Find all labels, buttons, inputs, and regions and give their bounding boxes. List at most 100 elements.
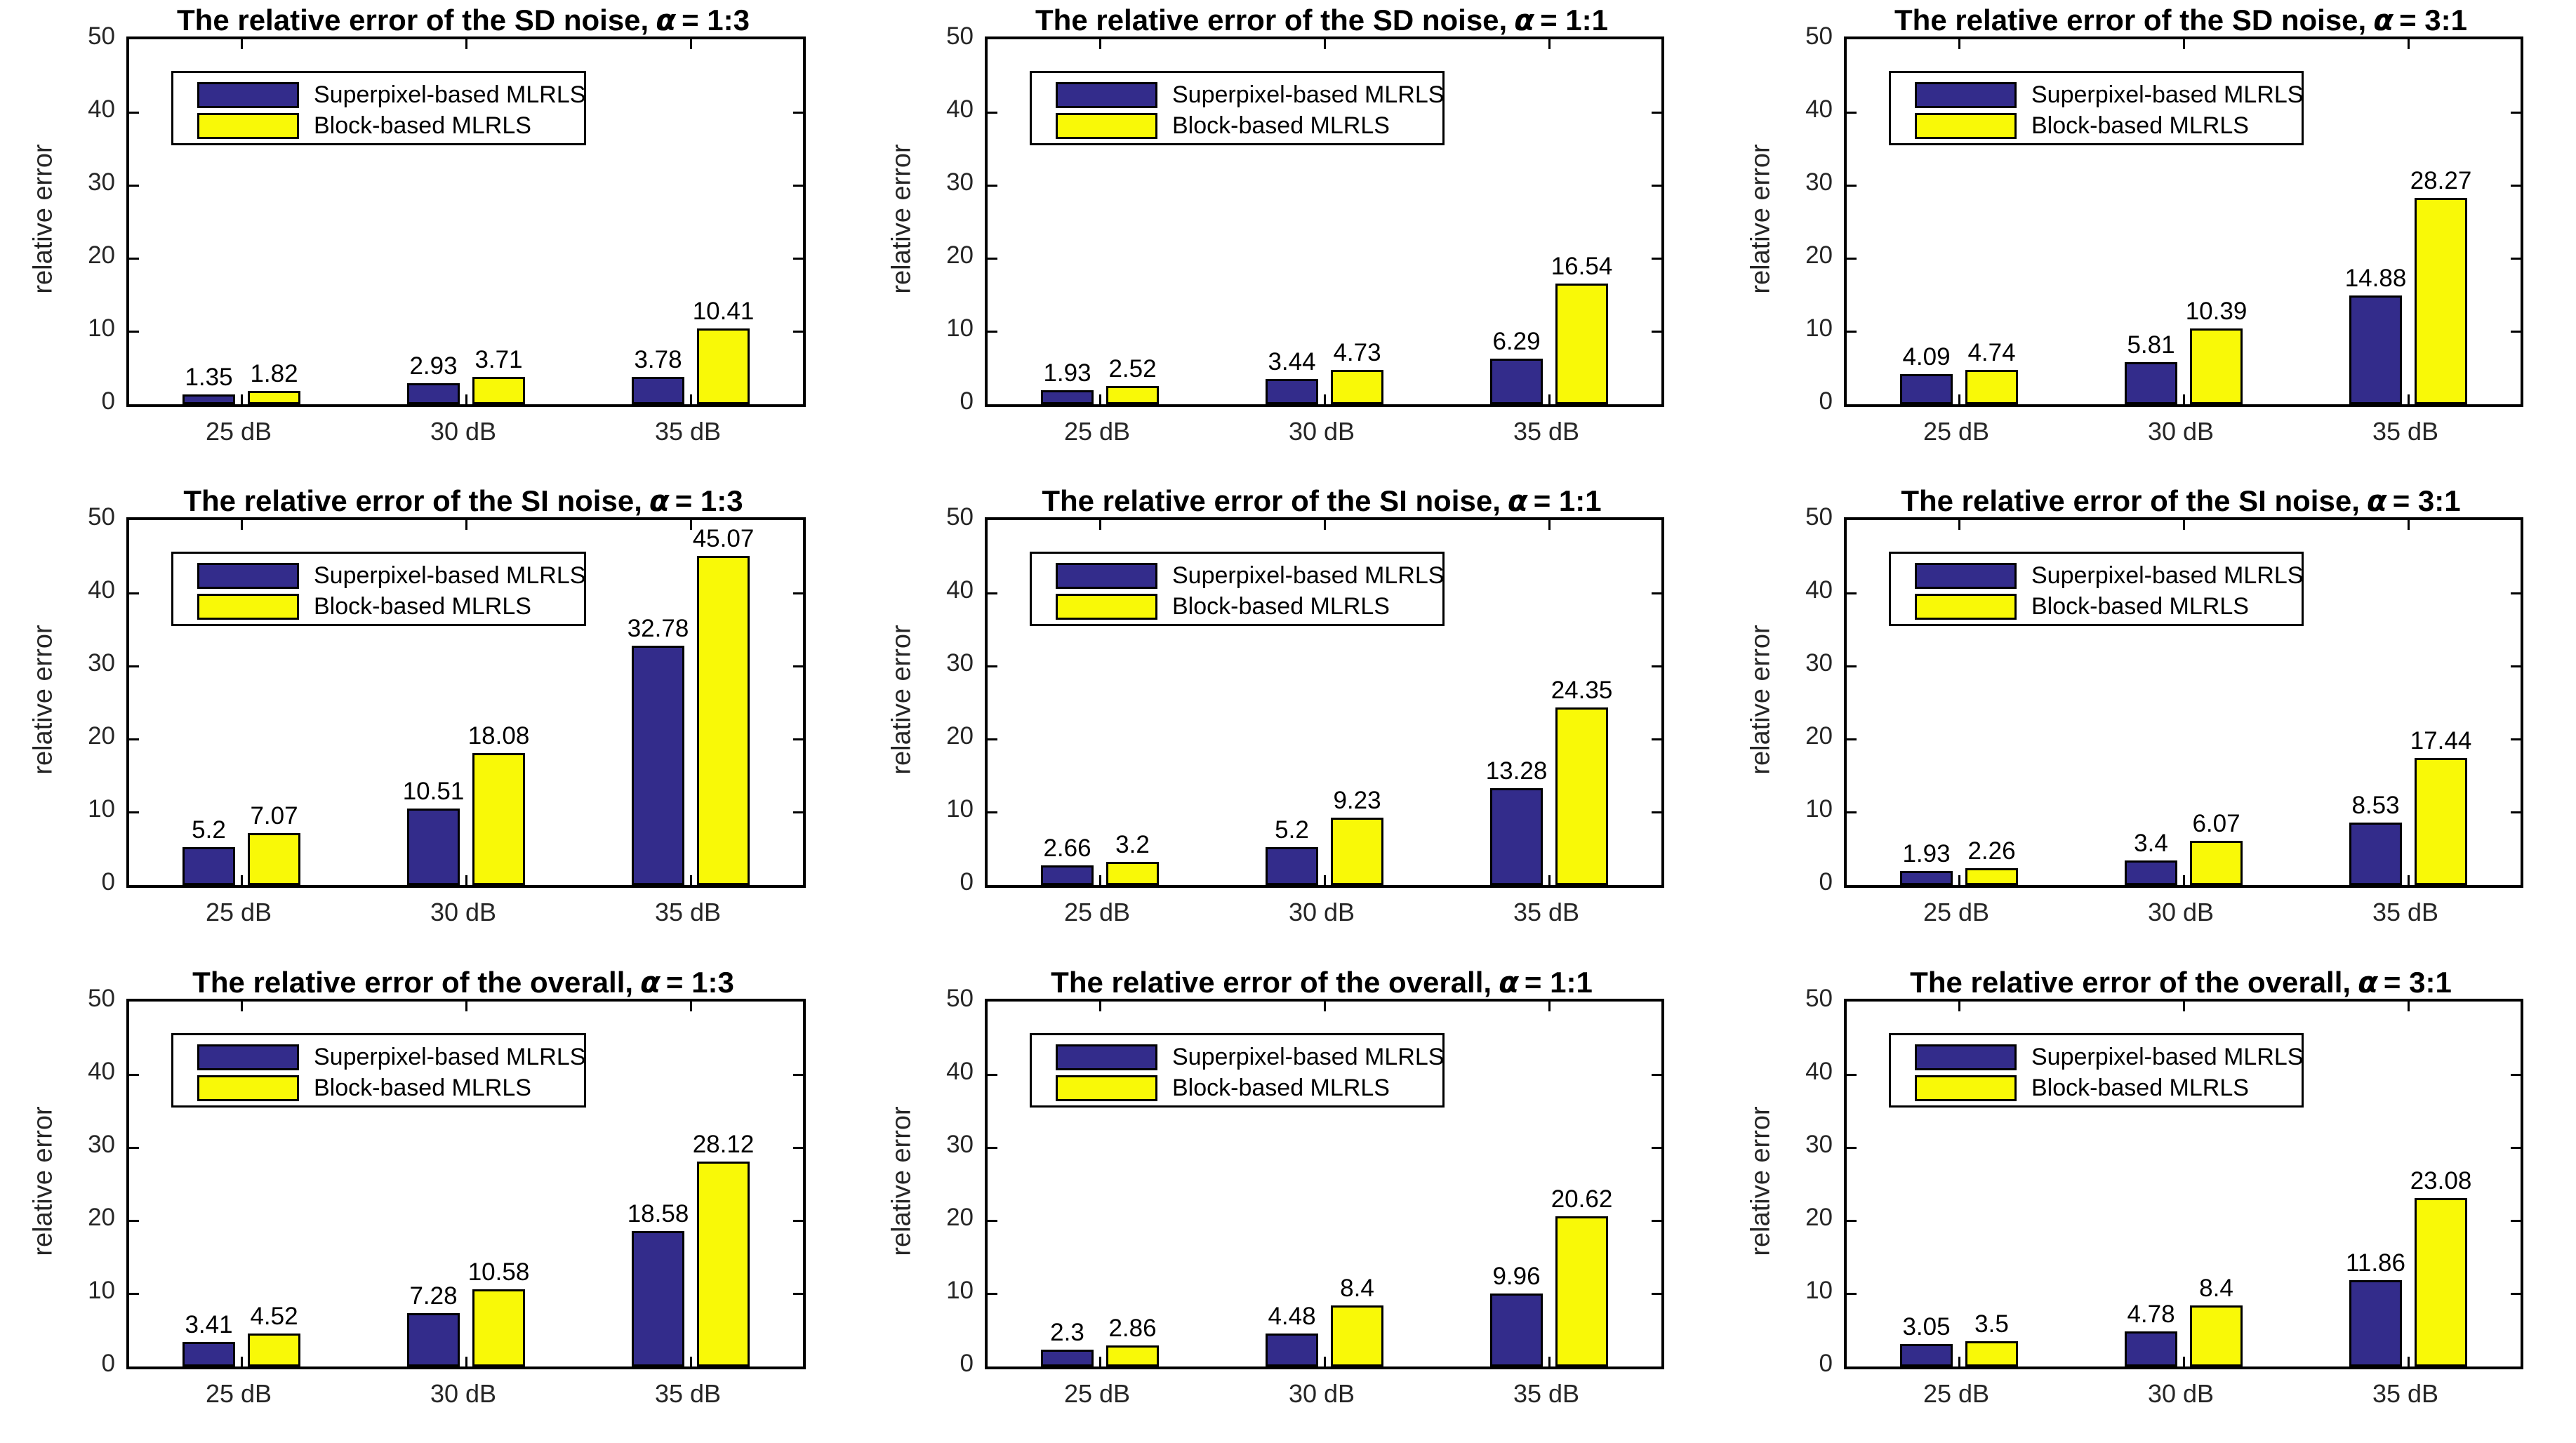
superpixel-bar [407,809,460,885]
y-tick-label: 40 [88,95,115,123]
block-legend-swatch [1915,113,2017,139]
superpixel-bar [632,646,684,885]
legend-row: Superpixel-based MLRLS [1032,1044,1444,1070]
bar-value-label: 28.27 [2410,167,2472,194]
bar-value-label: 3.4 [2134,830,2168,857]
y-tick-mark [988,1146,997,1149]
y-tick-label: 10 [946,795,974,823]
superpixel-legend-swatch [197,82,299,108]
alpha-symbol: α [2373,3,2394,37]
x-tick-mark-bottom [689,875,692,885]
bar-value-label: 4.73 [1333,339,1381,366]
alpha-symbol: α [1499,965,1519,999]
block-legend-swatch [1915,594,2017,620]
alpha-value: = 1:1 [1533,484,1602,517]
y-tick-label: 20 [88,722,115,750]
chart-title-text: The relative error of the overall, [1910,966,2351,999]
superpixel-bar [2125,860,2177,885]
superpixel-bar [1490,1294,1543,1366]
x-tick-mark-bottom [1323,1357,1326,1366]
y-tick-mark [1652,257,1661,260]
superpixel-bar [632,377,684,404]
y-tick-mark [793,330,803,333]
y-tick-mark [988,184,997,187]
legend-row: Block-based MLRLS [173,1075,584,1101]
y-tick-mark [129,738,139,740]
x-tick-label: 35 dB [1513,898,1580,926]
y-tick-mark [129,1292,139,1295]
block-bar [1106,862,1159,885]
y-axis-label: relative error [1746,144,1776,294]
y-tick-mark [988,738,997,740]
legend-row: Block-based MLRLS [1891,594,2302,620]
y-tick-mark [793,1146,803,1149]
y-tick-mark [2511,1292,2521,1295]
x-tick-mark-top [1323,520,1326,530]
subplot: The relative error of the overall, α = 3:1… [1718,962,2576,1443]
legend: Superpixel-based MLRLS Block-based MLRLS [1030,1033,1445,1108]
y-tick-mark [2511,330,2521,333]
chart-title: The relative error of the SD noise, α = 3:… [1844,3,2518,37]
block-bar [2190,328,2243,404]
chart-title: The relative error of the SI noise, α = 1:… [985,484,1659,518]
x-tick-mark-top [1548,39,1551,49]
legend-label: Block-based MLRLS [2031,593,2249,620]
x-tick-mark-bottom [1323,875,1326,885]
plot-area: 2.3 2.86 4.48 8.4 9.96 20.62 Superpixel-based … [985,999,1664,1369]
y-tick-mark [988,811,997,813]
legend-label: Superpixel-based MLRLS [314,81,586,108]
x-tick-mark-bottom [689,394,692,404]
legend-row: Superpixel-based MLRLS [1032,82,1444,108]
plot-area: 3.05 3.5 4.78 8.4 11.86 23.08 Superpixel-based… [1844,999,2523,1369]
y-tick-label: 40 [946,95,974,123]
x-tick-mark-bottom [1548,1357,1551,1366]
legend: Superpixel-based MLRLS Block-based MLRLS [1889,71,2304,145]
legend-row: Superpixel-based MLRLS [1032,563,1444,589]
y-tick-label: 10 [88,1277,115,1304]
y-tick-label: 50 [1805,22,1833,50]
x-tick-label: 25 dB [205,898,272,926]
superpixel-legend-swatch [1915,82,2017,108]
y-tick-mark [1652,184,1661,187]
x-tick-label: 25 dB [1063,417,1131,446]
superpixel-bar [182,847,235,885]
y-tick-label: 20 [946,1204,974,1231]
y-tick-mark [1652,811,1661,813]
y-tick-mark [1847,1292,1857,1295]
x-tick-mark-bottom [1958,875,1960,885]
y-tick-mark [793,257,803,260]
y-tick-mark [988,592,997,594]
chart-title: The relative error of the SD noise, α = 1:… [985,3,1659,37]
plot-area: 1.35 1.82 2.93 3.71 3.78 10.41 Superpixel-base… [126,36,806,407]
y-tick-mark [988,257,997,260]
y-tick-mark [1847,330,1857,333]
bar-value-label: 45.07 [692,525,755,552]
x-tick-mark-bottom [689,1357,692,1366]
y-tick-label: 50 [88,985,115,1012]
x-tick-mark-bottom [2182,394,2185,404]
chart-title-text: The relative error of the overall, [1051,966,1492,999]
y-tick-label: 30 [88,1131,115,1158]
chart-title: The relative error of the overall, α = 1:1 [985,965,1659,999]
legend-label: Block-based MLRLS [314,112,531,139]
bar-value-label: 10.41 [692,298,755,325]
x-tick-mark-top [1548,520,1551,530]
block-bar [1965,370,2018,404]
x-tick-label: 30 dB [430,417,497,446]
legend-label: Superpixel-based MLRLS [2031,562,2304,589]
legend-label: Block-based MLRLS [2031,112,2249,139]
y-tick-label: 10 [88,795,115,823]
block-bar [248,1334,300,1366]
bar-value-label: 23.08 [2410,1167,2472,1195]
y-tick-mark [129,1146,139,1149]
x-tick-mark-bottom [1098,1357,1101,1366]
x-tick-label: 25 dB [205,1379,272,1408]
legend: Superpixel-based MLRLS Block-based MLRLS [1030,552,1445,626]
bar-value-label: 4.09 [1902,343,1951,371]
legend-row: Superpixel-based MLRLS [1891,82,2303,108]
legend: Superpixel-based MLRLS Block-based MLRLS [1889,552,2304,626]
x-tick-mark-top [689,520,692,530]
x-tick-mark-top [240,1002,243,1011]
x-tick-mark-top [689,39,692,49]
y-tick-mark [988,1292,997,1295]
